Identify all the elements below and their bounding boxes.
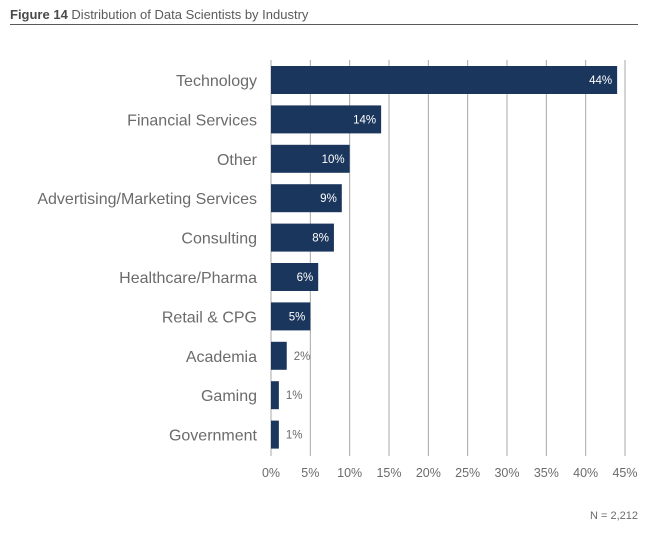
bar [271, 420, 279, 449]
value-label: 1% [286, 390, 303, 402]
value-label: 10% [322, 154, 345, 166]
category-label: Other [217, 152, 258, 169]
category-label: Consulting [181, 231, 257, 248]
bar [271, 105, 382, 134]
value-label: 44% [589, 75, 612, 87]
x-tick-label: 0% [262, 466, 280, 480]
x-tick-label: 35% [534, 466, 559, 480]
x-tick-label: 10% [337, 466, 362, 480]
x-tick-label: 20% [416, 466, 441, 480]
figure-number: Figure 14 [10, 7, 68, 22]
x-tick-label: 5% [301, 466, 319, 480]
x-tick-label: 40% [573, 466, 598, 480]
category-label: Financial Services [127, 112, 257, 129]
bars [271, 66, 618, 449]
bar [271, 144, 350, 173]
value-label: 5% [289, 311, 306, 323]
sample-size-note: N = 2,212 [589, 510, 638, 522]
value-label: 14% [353, 114, 376, 126]
title-rule [10, 24, 638, 25]
value-label: 8% [312, 233, 329, 245]
bar [271, 381, 279, 410]
bar [271, 341, 287, 370]
value-labels: 44% 14% 10% 9% 8% 6% 5% 2% 1% 1% [286, 75, 612, 442]
x-tick-label: 45% [612, 466, 637, 480]
value-label: 6% [297, 272, 314, 284]
category-label: Technology [176, 73, 257, 90]
bar [271, 66, 618, 94]
category-label: Gaming [201, 388, 257, 405]
category-label: Retail & CPG [162, 309, 257, 326]
x-axis-tick-labels: 0% 5% 10% 15% 20% 25% 30% 35% 40% 45% [262, 466, 638, 480]
category-labels: Technology Financial Services Other Adverti… [37, 73, 257, 445]
value-label: 2% [294, 351, 311, 363]
category-label: Healthcare/Pharma [119, 270, 257, 287]
x-tick-label: 30% [494, 466, 519, 480]
value-label: 9% [320, 193, 337, 205]
x-tick-label: 25% [455, 466, 480, 480]
figure-caption: Distribution of Data Scientists by Indus… [71, 7, 309, 22]
category-label: Government [169, 428, 258, 445]
category-label: Academia [186, 349, 257, 366]
value-label: 1% [286, 430, 303, 442]
bar [271, 302, 311, 331]
bar [271, 184, 342, 213]
x-tick-label: 15% [376, 466, 401, 480]
bar [271, 223, 334, 252]
category-label: Advertising/Marketing Services [37, 191, 257, 208]
bar [271, 263, 319, 291]
figure-title: Figure 14 Distribution of Data Scientist… [10, 7, 638, 22]
